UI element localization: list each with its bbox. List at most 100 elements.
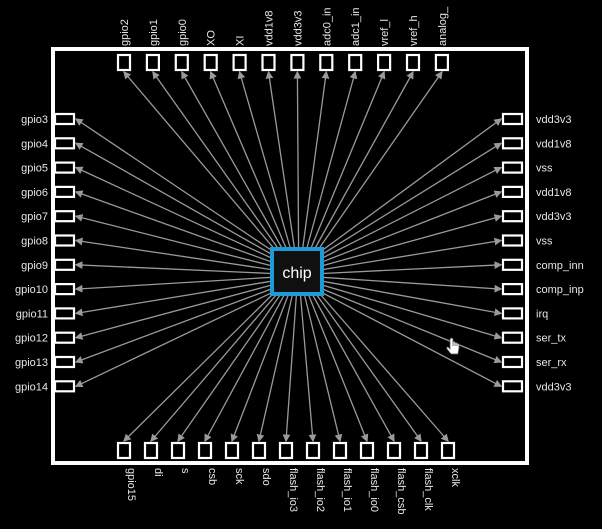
- wire-top-vdd3v3: [293, 70, 302, 253]
- chip: chip: [270, 247, 324, 296]
- wire-right-comp-inp-7: [319, 276, 503, 293]
- chip-body: [270, 247, 324, 296]
- wire-right-irq-8: [319, 280, 503, 317]
- pin-top-analog: [434, 53, 449, 72]
- wire-bottom-flash-io3: [282, 291, 298, 443]
- pin-right-ser-tx-9: [501, 331, 524, 344]
- wire-top-analog: [316, 70, 443, 253]
- pin-label-bottom-flash-clk: flash_clk: [422, 468, 434, 511]
- wire-bottom-flash-io1: [303, 291, 343, 443]
- pin-label-top-gpio1: gpio1: [148, 19, 160, 46]
- pin-top-vref-h: [405, 53, 421, 72]
- pin-label-right-comp-inn-6: comp_inn: [536, 260, 584, 272]
- wire-bottom-flash-io2: [299, 291, 317, 443]
- pin-right-vdd1v8-3: [501, 185, 524, 198]
- pin-right-ser-rx-10: [501, 355, 524, 369]
- wire-top-xi: [237, 70, 293, 253]
- pin-top-gpio1: [145, 53, 160, 72]
- pin-left-gpio12: [53, 331, 76, 344]
- pin-right-irq-8: [501, 307, 524, 320]
- pin-top-vref-l: [377, 53, 392, 72]
- pin-label-top-vdd1v8: vdd1v8: [264, 11, 276, 46]
- pin-bottom-xclk: [440, 441, 456, 460]
- wire-left-gpio10: [74, 276, 275, 293]
- pin-bottom-sdo: [251, 441, 267, 460]
- pin-label-left-gpio8: gpio8: [21, 236, 48, 248]
- pin-right-vdd3v3-4: [501, 210, 524, 223]
- wire-top-vdd1v8: [265, 70, 296, 253]
- hand-pointer-icon: [446, 337, 460, 355]
- pin-label-right-vdd1v8-1: vdd1v8: [536, 138, 571, 150]
- wire-bottom-xclk: [317, 291, 449, 442]
- pin-label-bottom-gpio15: gpio15: [125, 468, 137, 501]
- pin-label-bottom-di: di: [152, 468, 164, 477]
- wire-left-gpio7: [74, 214, 275, 268]
- pin-label-bottom-flash-csb: flash_csb: [395, 468, 407, 514]
- wire-bottom-flash-io0: [306, 291, 369, 443]
- pin-left-gpio10: [53, 283, 76, 296]
- pin-label-right-vdd3v3-0: vdd3v3: [536, 114, 571, 126]
- wire-left-gpio8: [74, 237, 275, 271]
- pin-label-top-adc0-in: adc0_in: [321, 7, 333, 46]
- pin-label-right-irq-8: irq: [536, 308, 548, 320]
- pin-bottom-gpio15: [116, 441, 132, 460]
- wire-right-vdd3v3-4: [319, 214, 503, 268]
- pin-label-bottom-s: s: [179, 468, 191, 474]
- pin-bottom-flash-io2: [305, 441, 321, 460]
- wire-top-gpio2: [123, 71, 278, 253]
- pin-bottom-flash-io1: [332, 441, 348, 460]
- pin-label-top-adc1-in: adc1_in: [350, 7, 362, 46]
- pin-label-bottom-flash-io3: flash_io3: [287, 468, 299, 512]
- pin-right-vdd3v3-11: [501, 380, 524, 393]
- wire-top-adc1-in: [305, 70, 358, 253]
- pin-left-gpio11: [53, 307, 76, 320]
- pin-label-top-analog: analog_: [437, 6, 449, 46]
- pin-top-adc1-in: [348, 53, 363, 72]
- wire-bottom-flash-clk: [314, 291, 422, 443]
- pin-top-xo: [203, 53, 218, 72]
- wire-top-vref-h: [312, 70, 414, 253]
- pin-top-gpio0: [174, 53, 189, 72]
- pin-left-gpio3: [53, 112, 76, 126]
- wire-bottom-gpio15: [123, 291, 276, 442]
- pin-left-gpio6: [53, 185, 76, 198]
- wire-bottom-di: [150, 291, 280, 442]
- pin-label-top-vref-h: vref_h: [408, 15, 420, 46]
- pin-label-top-xi: XI: [235, 36, 247, 46]
- pin-left-gpio13: [53, 355, 76, 369]
- chip-label: chip: [282, 265, 311, 282]
- pin-label-left-gpio4: gpio4: [21, 138, 48, 150]
- wire-top-vref-l: [308, 70, 386, 253]
- wire-right-vss-2: [319, 167, 503, 260]
- pin-bottom-flash-clk: [413, 441, 429, 460]
- pin-label-right-vdd3v3-11: vdd3v3: [536, 381, 571, 393]
- pin-label-left-gpio11: gpio11: [16, 308, 48, 320]
- wire-bottom-sck: [230, 291, 291, 443]
- pin-left-gpio5: [53, 161, 76, 174]
- pin-left-gpio8: [53, 234, 76, 247]
- pin-label-top-xo: XO: [206, 30, 218, 46]
- wire-right-comp-inn-6: [319, 261, 503, 275]
- pin-label-bottom-sck: sck: [233, 468, 245, 485]
- pin-left-gpio14: [53, 380, 76, 393]
- wire-left-gpio6: [74, 190, 275, 264]
- pin-label-bottom-sdo: sdo: [260, 468, 272, 486]
- pin-label-right-ser-tx-9: ser_tx: [536, 333, 566, 345]
- pin-bottom-csb: [197, 441, 213, 460]
- wire-right-ser-rx-10: [319, 287, 503, 364]
- wire-bottom-s: [177, 291, 283, 443]
- pin-label-top-vdd3v3: vdd3v3: [292, 11, 304, 46]
- pin-label-left-gpio12: gpio12: [15, 333, 48, 345]
- pin-label-right-vss-5: vss: [536, 236, 553, 248]
- pin-left-gpio7: [53, 210, 76, 223]
- pin-label-left-gpio6: gpio6: [21, 187, 48, 199]
- wire-left-gpio13: [74, 287, 275, 364]
- pin-label-top-vref-l: vref_l: [379, 19, 391, 46]
- wire-left-gpio14: [74, 291, 275, 388]
- pin-label-left-gpio13: gpio13: [15, 357, 48, 369]
- pin-top-adc0-in: [319, 53, 334, 72]
- pin-bottom-sck: [224, 441, 240, 460]
- wire-left-gpio3: [74, 118, 275, 253]
- pin-label-left-gpio14: gpio14: [15, 381, 48, 393]
